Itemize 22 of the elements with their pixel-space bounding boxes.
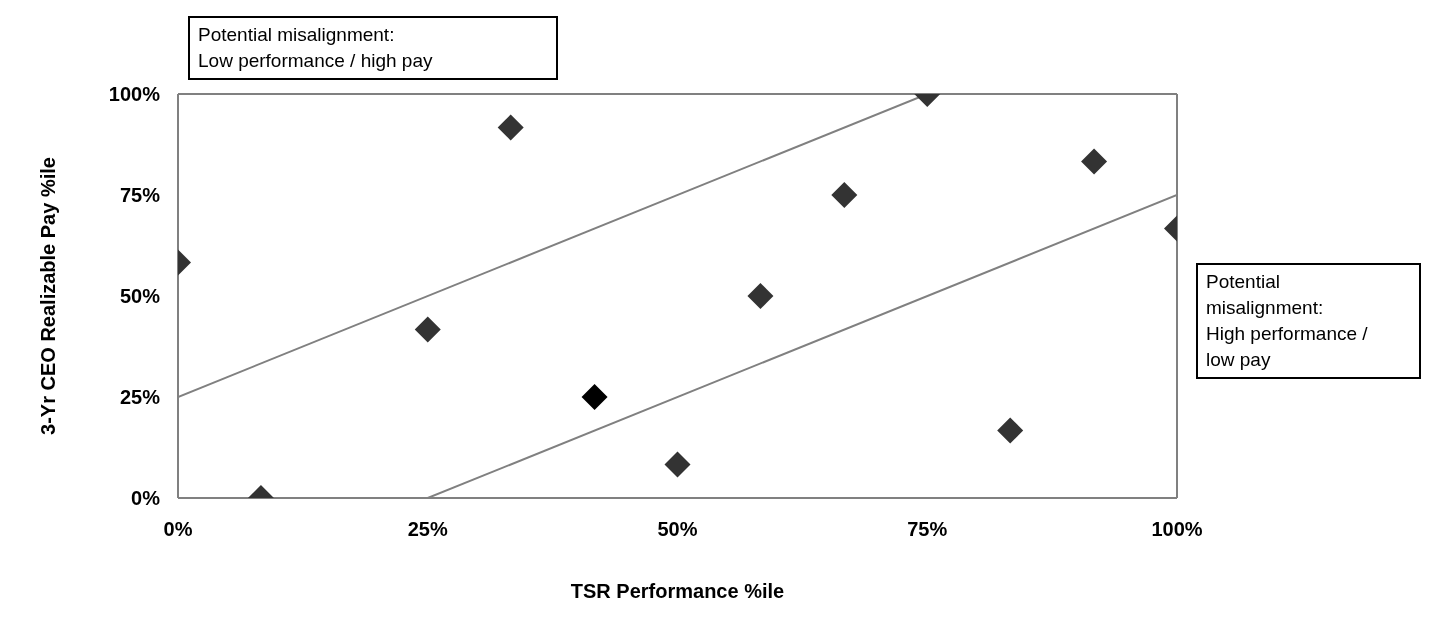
point (581, 384, 608, 410)
point (747, 283, 774, 309)
text: Potential misalignment: Low performance / high pay (188, 16, 558, 80)
text: Potential misalignment: High performance / low pay (1196, 263, 1421, 379)
x-tick-label: 0% (163, 518, 193, 541)
x-tick-label: 75% (907, 518, 948, 541)
y-tick-label: 100% (108, 83, 161, 106)
y-tick-label: 75% (119, 184, 161, 207)
y-tick-label: 0% (131, 487, 161, 510)
point (497, 114, 524, 141)
y-tick-label: 50% (119, 285, 161, 308)
point (1081, 148, 1108, 175)
x-axis-title: TSR Performance %ile (570, 580, 785, 602)
x-tick-label: 50% (657, 518, 698, 541)
x-tick-label: 25% (407, 518, 448, 541)
point (664, 451, 691, 478)
point (831, 182, 858, 208)
point (414, 316, 441, 343)
point (997, 417, 1024, 444)
x-tick-label: 100% (1151, 518, 1203, 541)
y-axis-title: 3-Yr CEO Realizable Pay %ile (37, 157, 60, 435)
y-tick-label: 25% (119, 386, 161, 409)
